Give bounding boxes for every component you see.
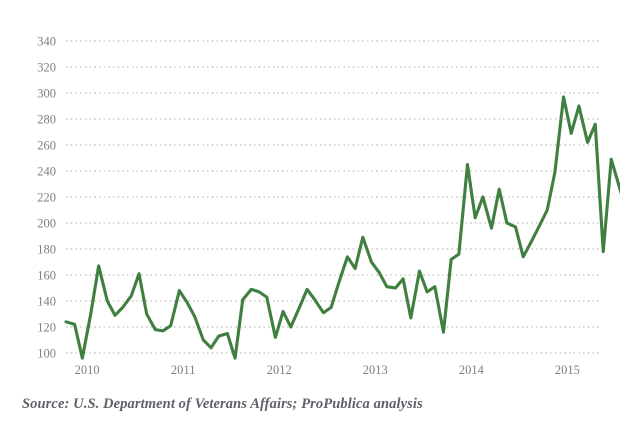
y-axis-tick-label: 300 (37, 87, 56, 101)
chart-svg: 100120140160180200220240260280300320340 … (37, 35, 620, 377)
y-axis-tick-labels: 100 120 140 160 180 200 220 240 260 280 300 320 340 (37, 35, 56, 361)
x-axis-tick-label: 2014 (459, 363, 485, 377)
y-axis-tick-label: 180 (37, 243, 56, 257)
x-axis-tick-label: 2010 (75, 363, 100, 377)
y-axis-tick-label: 120 (37, 321, 56, 335)
x-axis-tick-label: 2015 (555, 363, 580, 377)
y-axis-tick-label: 240 (37, 165, 56, 179)
data-series (64, 95, 620, 360)
x-axis-tick-label: 2012 (267, 363, 292, 377)
x-axis-tick-labels: 2010 2011 2012 2013 2014 2015 (75, 363, 580, 377)
y-axis-tick-label: 160 (37, 269, 56, 283)
y-axis-tick-label: 220 (37, 191, 56, 205)
y-axis-tick-label: 200 (37, 217, 56, 231)
source-note: Source: U.S. Department of Veterans Affa… (22, 396, 423, 412)
y-axis-tick-label: 100 (37, 347, 56, 361)
series-line (64, 95, 620, 360)
y-axis-tick-label: 280 (37, 113, 56, 127)
x-axis-tick-label: 2011 (171, 363, 196, 377)
y-axis-tick-label: 340 (37, 35, 56, 49)
y-axis-tick-label: 140 (37, 295, 56, 309)
y-axis-tick-label: 320 (37, 61, 56, 75)
y-axis-tick-label: 260 (37, 139, 56, 153)
x-axis-tick-label: 2013 (363, 363, 388, 377)
line-chart: 100 120 140 160 180 200 220 240 260 280 300 320 340 … (37, 35, 620, 377)
